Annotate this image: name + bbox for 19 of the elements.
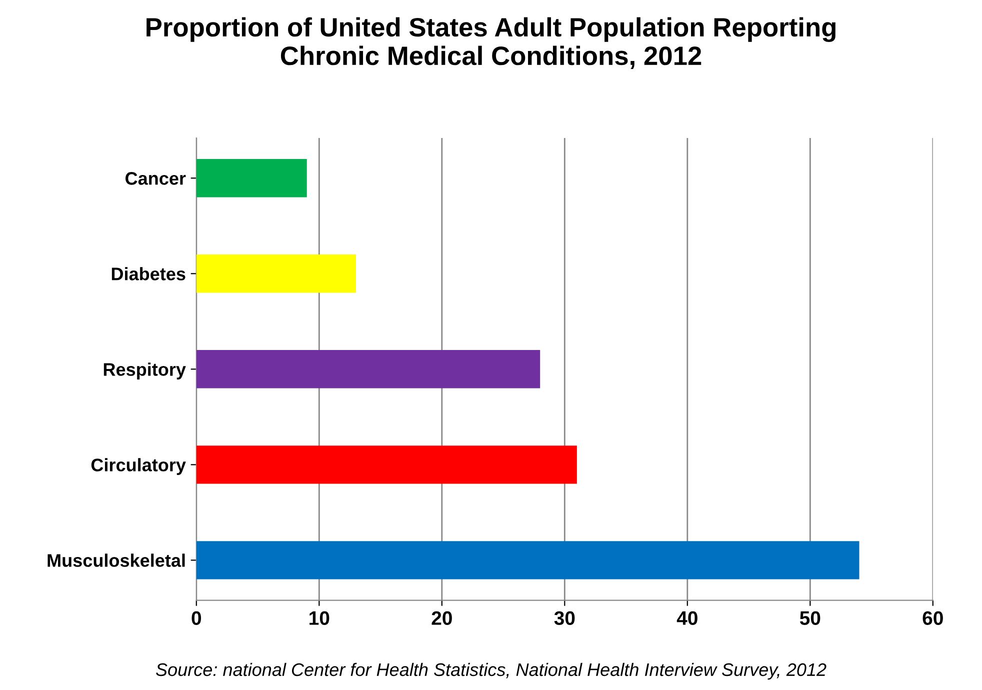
x-tick-label: 60 [922,611,943,625]
x-tick-label: 40 [676,611,698,625]
chart-title: Proportion of United States Adult Population Reporting Chronic Medical Conditions, 2012 [146,17,836,69]
bar [196,254,356,293]
x-tick-label: 50 [800,611,820,625]
y-tick-label: Cancer [126,172,186,185]
x-tick-label: 0 [192,611,202,625]
x-tick-label: 10 [310,611,330,625]
bar [196,350,540,388]
bar [196,446,577,484]
x-tick-label: 20 [432,611,452,625]
y-tick-label: Diabetes [112,267,186,280]
y-tick-label: Musculoskeletal [48,554,185,567]
source-note: Source: national Center for Health Statistics, National Health Interview Survey, 2012 [156,662,826,680]
y-tick-label: Respitory [104,362,186,380]
y-tick-label: Circulatory [91,458,186,475]
bar [196,541,860,580]
bar [196,159,307,198]
x-tick-label: 30 [554,611,575,626]
